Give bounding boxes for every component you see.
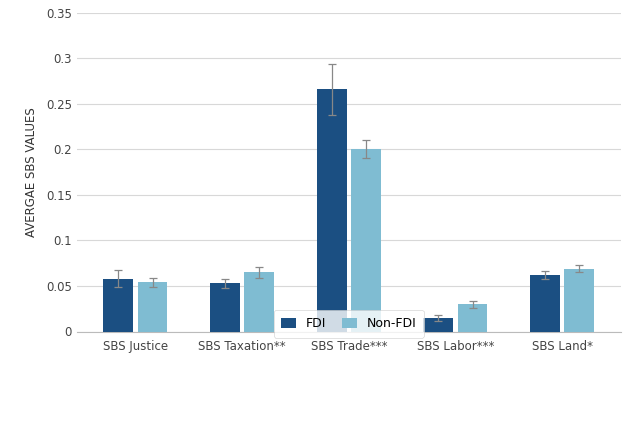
- Y-axis label: AVERGAE SBS VALUES: AVERGAE SBS VALUES: [24, 107, 38, 237]
- Bar: [458, 304, 488, 332]
- Bar: [317, 89, 347, 332]
- Bar: [104, 279, 133, 332]
- Legend: FDI, Non-FDI: FDI, Non-FDI: [274, 310, 424, 338]
- Bar: [138, 282, 168, 332]
- Bar: [530, 275, 560, 332]
- Bar: [351, 149, 381, 332]
- Bar: [210, 283, 240, 332]
- Bar: [244, 272, 274, 332]
- Bar: [564, 269, 594, 332]
- Bar: [424, 318, 453, 332]
